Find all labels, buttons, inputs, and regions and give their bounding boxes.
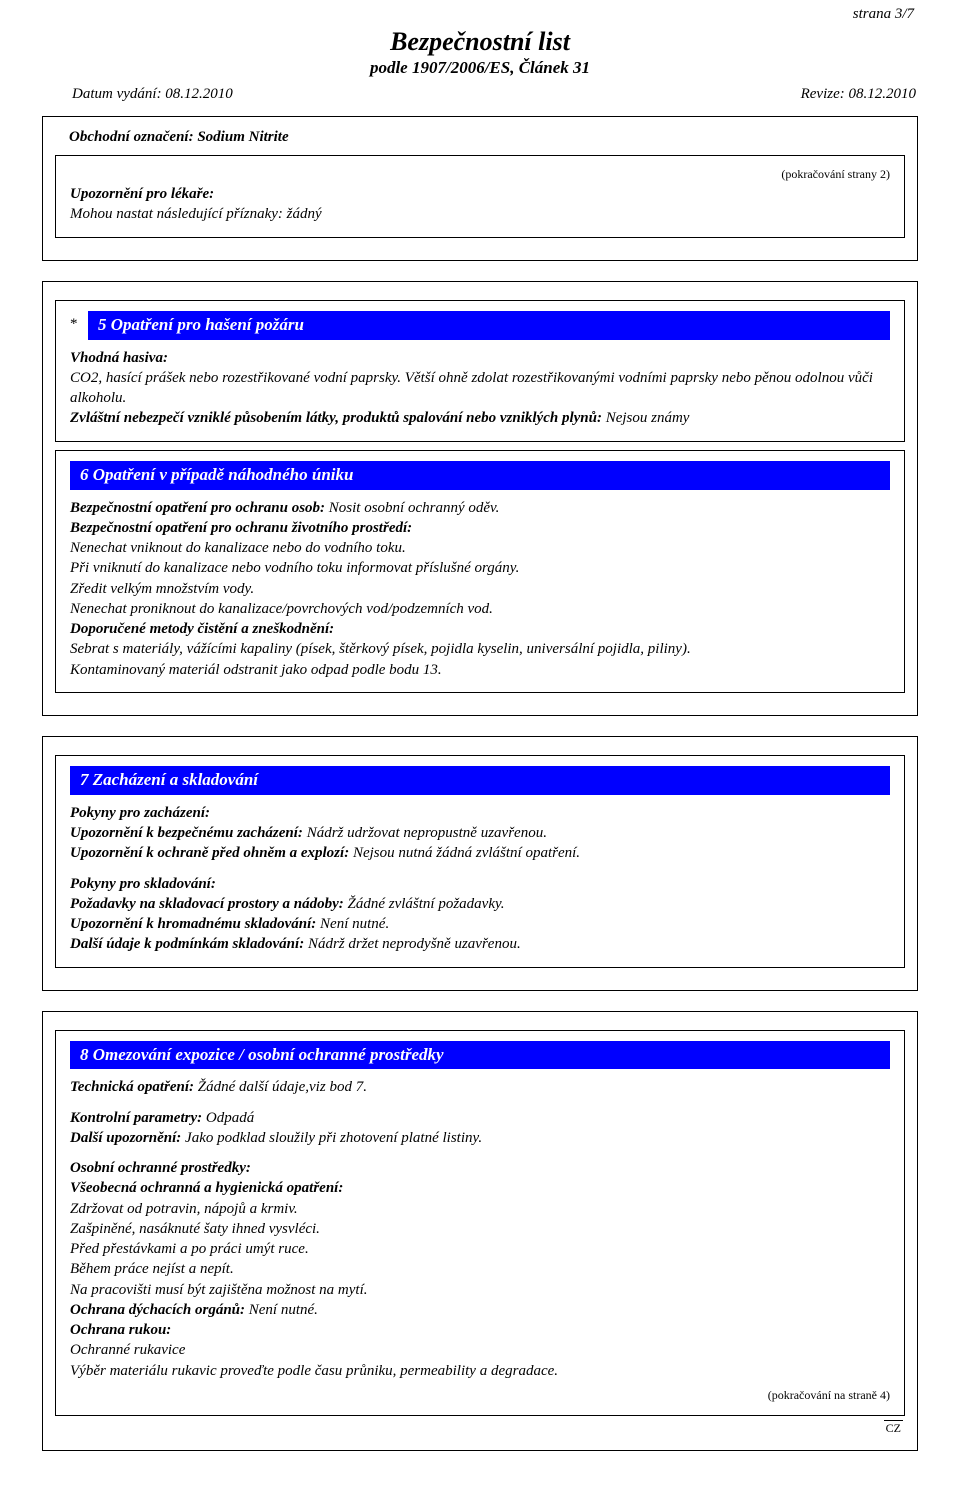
gen-l5: Na pracovišti musí být zajištěna možnost… [70,1282,368,1298]
section-7-box: 7 Zacházení a skladování Pokyny pro zach… [55,755,905,968]
tech-text: Žádné další údaje,viz bod 7. [194,1079,367,1095]
clean-l1: Sebrat s materiály, vážícími kapaliny (p… [70,641,691,657]
env-l3: Zředit velkým množstvím vody. [70,581,254,597]
change-star: * [70,314,88,334]
env-label: Bezpečnostní opatření pro ochranu životn… [70,520,412,536]
revision-date: Revize: 08.12.2010 [801,84,916,104]
clean-l2: Kontaminovaný materiál odstranit jako od… [70,662,442,678]
resp-text: Není nutné. [245,1302,318,1318]
section-8-body: Technická opatření: Žádné další údaje,vi… [70,1077,890,1381]
doc-subtitle: podle 1907/2006/ES, Článek 31 [42,57,918,80]
hands-l2: Výběr materiálu rukavic proveďte podle č… [70,1363,558,1379]
handling-label: Pokyny pro zacházení: [70,805,210,821]
hands-l1: Ochranné rukavice [70,1342,185,1358]
personal-label: Bezpečnostní opatření pro ochranu osob: [70,500,325,516]
personal-text: Nosit osobní ochranný oděv. [325,500,499,516]
gen-l1: Zdržovat od potravin, nápojů a krmiv. [70,1201,298,1217]
env-l1: Nenechat vniknout do kanalizace nebo do … [70,540,406,556]
req-text: Žádné zvláštní požadavky. [344,896,505,912]
env-l2: Při vniknutí do kanalizace nebo vodního … [70,560,519,576]
section-5-heading: 5 Opatření pro hašení požáru [88,311,890,340]
continued-from: (pokračování strany 2) [70,166,890,182]
doctor-box: (pokračování strany 2) Upozornění pro lé… [55,155,905,238]
hands-label: Ochrana rukou: [70,1322,171,1338]
hazard-text: Nejsou známy [602,410,690,426]
issue-date: Datum vydání: 08.12.2010 [72,84,233,104]
top-outer-box: Obchodní označení: Sodium Nitrite (pokra… [42,116,918,261]
safe-text: Nádrž udržovat nepropustně uzavřenou. [303,825,547,841]
storage-label: Pokyny pro skladování: [70,876,216,892]
req-label: Požadavky na skladovací prostory a nádob… [70,896,344,912]
fire-text: Nejsou nutná žádná zvláštní opatření. [349,845,580,861]
doctor-advice: Upozornění pro lékaře: Mohou nastat násl… [70,184,890,225]
section-6-heading: 6 Opatření v případě náhodného úniku [70,461,890,490]
gen-l3: Před přestávkami a po práci umýt ruce. [70,1241,309,1257]
section-7-outer: 7 Zacházení a skladování Pokyny pro zach… [42,736,918,991]
section-5-box: * 5 Opatření pro hašení požáru Vhodná ha… [55,300,905,442]
section-5-body: Vhodná hasiva: CO2, hasící prášek nebo r… [70,348,890,429]
continued-to: (pokračování na straně 4) [70,1387,890,1403]
safe-label: Upozornění k bezpečnému zacházení: [70,825,303,841]
section-8-outer: 8 Omezování expozice / osobní ochranné p… [42,1011,918,1452]
trade-name: Obchodní označení: Sodium Nitrite [55,127,905,147]
ppe-label: Osobní ochranné prostředky: [70,1160,251,1176]
tech-label: Technická opatření: [70,1079,194,1095]
further-text: Nádrž držet neprodyšně uzavřenou. [304,936,521,952]
ctrl-text: Odpadá [202,1110,254,1126]
section-7-body: Pokyny pro zacházení: Upozornění k bezpe… [70,803,890,955]
combined-text: Není nutné. [316,916,389,932]
doctor-text: Mohou nastat následující příznaky: žádný [70,206,322,222]
clean-label: Doporučené metody čistění a zneškodnění: [70,621,334,637]
section-6-box: 6 Opatření v případě náhodného úniku Bez… [55,450,905,693]
doctor-label: Upozornění pro lékaře: [70,186,214,202]
media-label: Vhodná hasiva: [70,350,168,366]
gen-l2: Zašpiněné, nasáknuté šaty ihned vysvléci… [70,1221,320,1237]
section-8-heading: 8 Omezování expozice / osobní ochranné p… [70,1041,890,1070]
section-6-body: Bezpečnostní opatření pro ochranu osob: … [70,498,890,680]
resp-label: Ochrana dýchacích orgánů: [70,1302,245,1318]
doc-title: Bezpečnostní list [42,28,918,57]
page-number: strana 3/7 [853,4,914,24]
section-7-heading: 7 Zacházení a skladování [70,766,890,795]
addl-label: Další upozornění: [70,1130,181,1146]
combined-label: Upozornění k hromadnému skladování: [70,916,316,932]
env-l4: Nenechat proniknout do kanalizace/povrch… [70,601,493,617]
further-label: Další údaje k podmínkám skladování: [70,936,304,952]
hazard-label: Zvláštní nebezpečí vzniklé působením lát… [70,410,602,426]
fire-label: Upozornění k ochraně před ohněm a exploz… [70,845,349,861]
addl-text: Jako podklad sloužily při zhotovení plat… [181,1130,482,1146]
section-8-box: 8 Omezování expozice / osobní ochranné p… [55,1030,905,1417]
sections-5-6-box: * 5 Opatření pro hašení požáru Vhodná ha… [42,281,918,716]
ctrl-label: Kontrolní parametry: [70,1110,202,1126]
cz-mark: CZ [55,1420,903,1436]
document-header: Bezpečnostní list podle 1907/2006/ES, Čl… [42,28,918,80]
gen-l4: Během práce nejíst a nepít. [70,1261,234,1277]
media-text: CO2, hasící prášek nebo rozestřikované v… [70,370,873,406]
meta-row: Datum vydání: 08.12.2010 Revize: 08.12.2… [42,84,918,104]
gen-label: Všeobecná ochranná a hygienická opatření… [70,1180,343,1196]
